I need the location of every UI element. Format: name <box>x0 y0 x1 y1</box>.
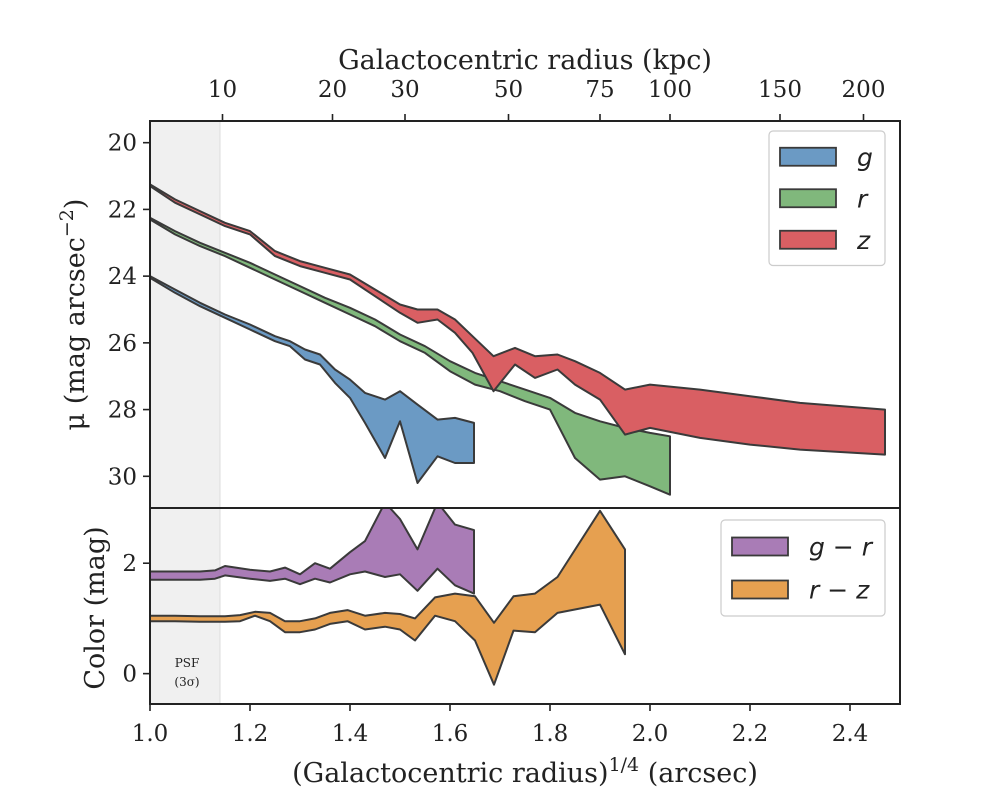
legend-swatch <box>779 229 837 250</box>
surface-brightness-panel: grz <box>143 114 901 509</box>
top-x-tick-label: 100 <box>648 77 692 103</box>
y-tick-label: 20 <box>108 131 137 157</box>
top-x-tick-label: 200 <box>842 77 886 103</box>
x-tick-label: 1.8 <box>532 721 569 747</box>
band-g <box>150 275 475 484</box>
y-axis-label-color: Color (mag) <box>80 526 111 689</box>
y-axis-label-surface-brightness: μ (mag arcsec−2) <box>56 199 91 431</box>
x-tick-label: 1.0 <box>132 721 169 747</box>
y-tick-label: 28 <box>108 398 137 424</box>
psf-label: PSF <box>175 656 200 670</box>
psf-region-bottom <box>149 507 221 705</box>
legend-swatch <box>731 579 789 600</box>
x-tick-label: 2.0 <box>632 721 669 747</box>
bottom-panel-frame <box>149 507 901 705</box>
legend-swatch <box>731 536 789 557</box>
top-x-tick-label: 75 <box>585 77 614 103</box>
x-tick-label: 2.2 <box>732 721 769 747</box>
y-tick-label: 30 <box>108 464 137 490</box>
top-x-axis-label: Galactocentric radius (kpc) <box>338 45 712 76</box>
psf-region-top <box>149 120 221 509</box>
x-tick-label: 1.2 <box>232 721 269 747</box>
top-x-tick-label: 50 <box>494 77 523 103</box>
y-tick-label: 24 <box>108 264 137 290</box>
color-y-tick-label: 2 <box>122 551 137 577</box>
band-r <box>150 216 671 496</box>
color-y-tick-label: 0 <box>122 662 137 688</box>
psf-sigma-label: (3σ) <box>174 675 199 689</box>
top-x-tick-label: 30 <box>390 77 419 103</box>
legend-label: g <box>857 143 873 172</box>
band-color-0 <box>150 508 475 595</box>
x-tick-label: 1.4 <box>332 721 369 747</box>
top-x-tick-label: 10 <box>208 77 237 103</box>
y-tick-label: 22 <box>108 197 137 223</box>
color-panel: g − r r − z <box>143 507 901 711</box>
x-tick-label: 1.6 <box>432 721 469 747</box>
x-axis-label: (Galactocentric radius)1/4 (arcsec) <box>292 754 758 789</box>
top-x-tick-label: 150 <box>758 77 802 103</box>
band-color-1 <box>150 509 626 686</box>
legend-label: r <box>857 184 869 213</box>
legend-swatch <box>779 188 837 209</box>
legend-swatch <box>779 146 837 167</box>
y-tick-label: 26 <box>108 331 137 357</box>
top-x-tick-label: 20 <box>318 77 347 103</box>
band-z <box>150 183 886 456</box>
legend-label: z <box>856 226 871 255</box>
legend-label: r − z <box>809 576 870 605</box>
legend-label: g − r <box>809 533 874 562</box>
x-tick-label: 2.4 <box>832 721 869 747</box>
